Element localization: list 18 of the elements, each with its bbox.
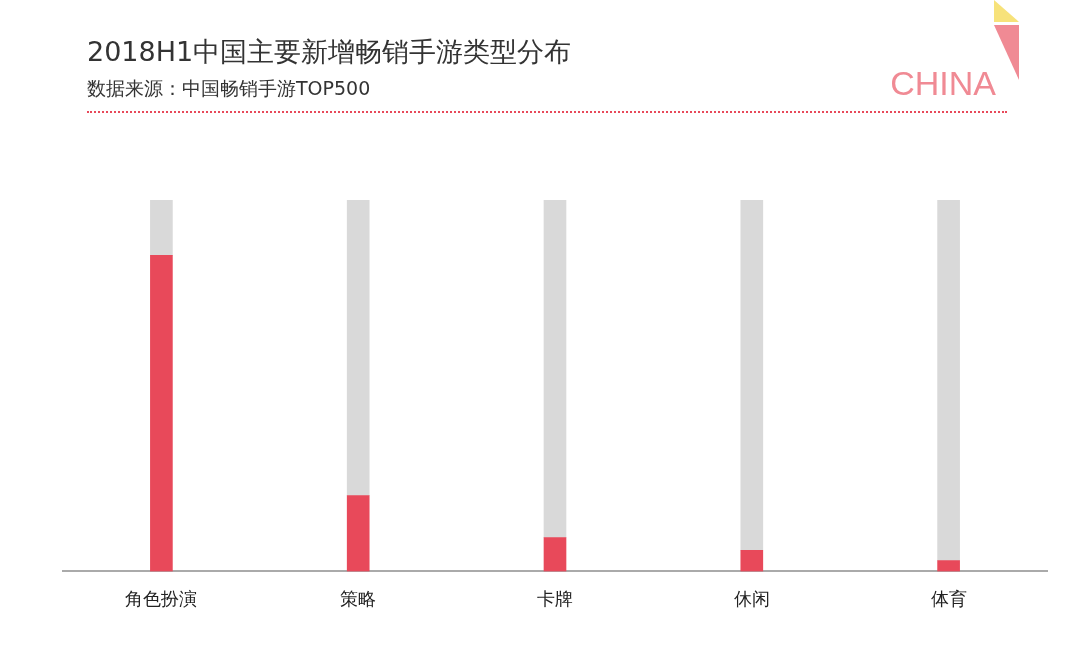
bar: [346, 200, 370, 496]
bar: [740, 549, 764, 572]
x-tick-label: 休闲: [733, 587, 770, 609]
x-tick-label: 体育: [930, 587, 967, 609]
chart-title: 2018H1中国主要新增畅销手游类型分布: [87, 35, 572, 69]
chart-subtitle: 数据来源：中国畅销手游TOP500: [87, 76, 371, 101]
x-tick-label: 角色扮演: [125, 587, 198, 609]
text: CHINA: [890, 64, 996, 103]
x-tick-label: 策略: [340, 587, 377, 609]
bar: [150, 200, 173, 256]
bar: [740, 200, 764, 551]
bar: [150, 255, 173, 572]
bar: [346, 495, 370, 572]
bar: [543, 537, 567, 572]
x-tick-label: 卡牌: [537, 587, 573, 609]
bar: [937, 560, 960, 572]
bar: [937, 200, 960, 561]
bar: [543, 200, 567, 538]
